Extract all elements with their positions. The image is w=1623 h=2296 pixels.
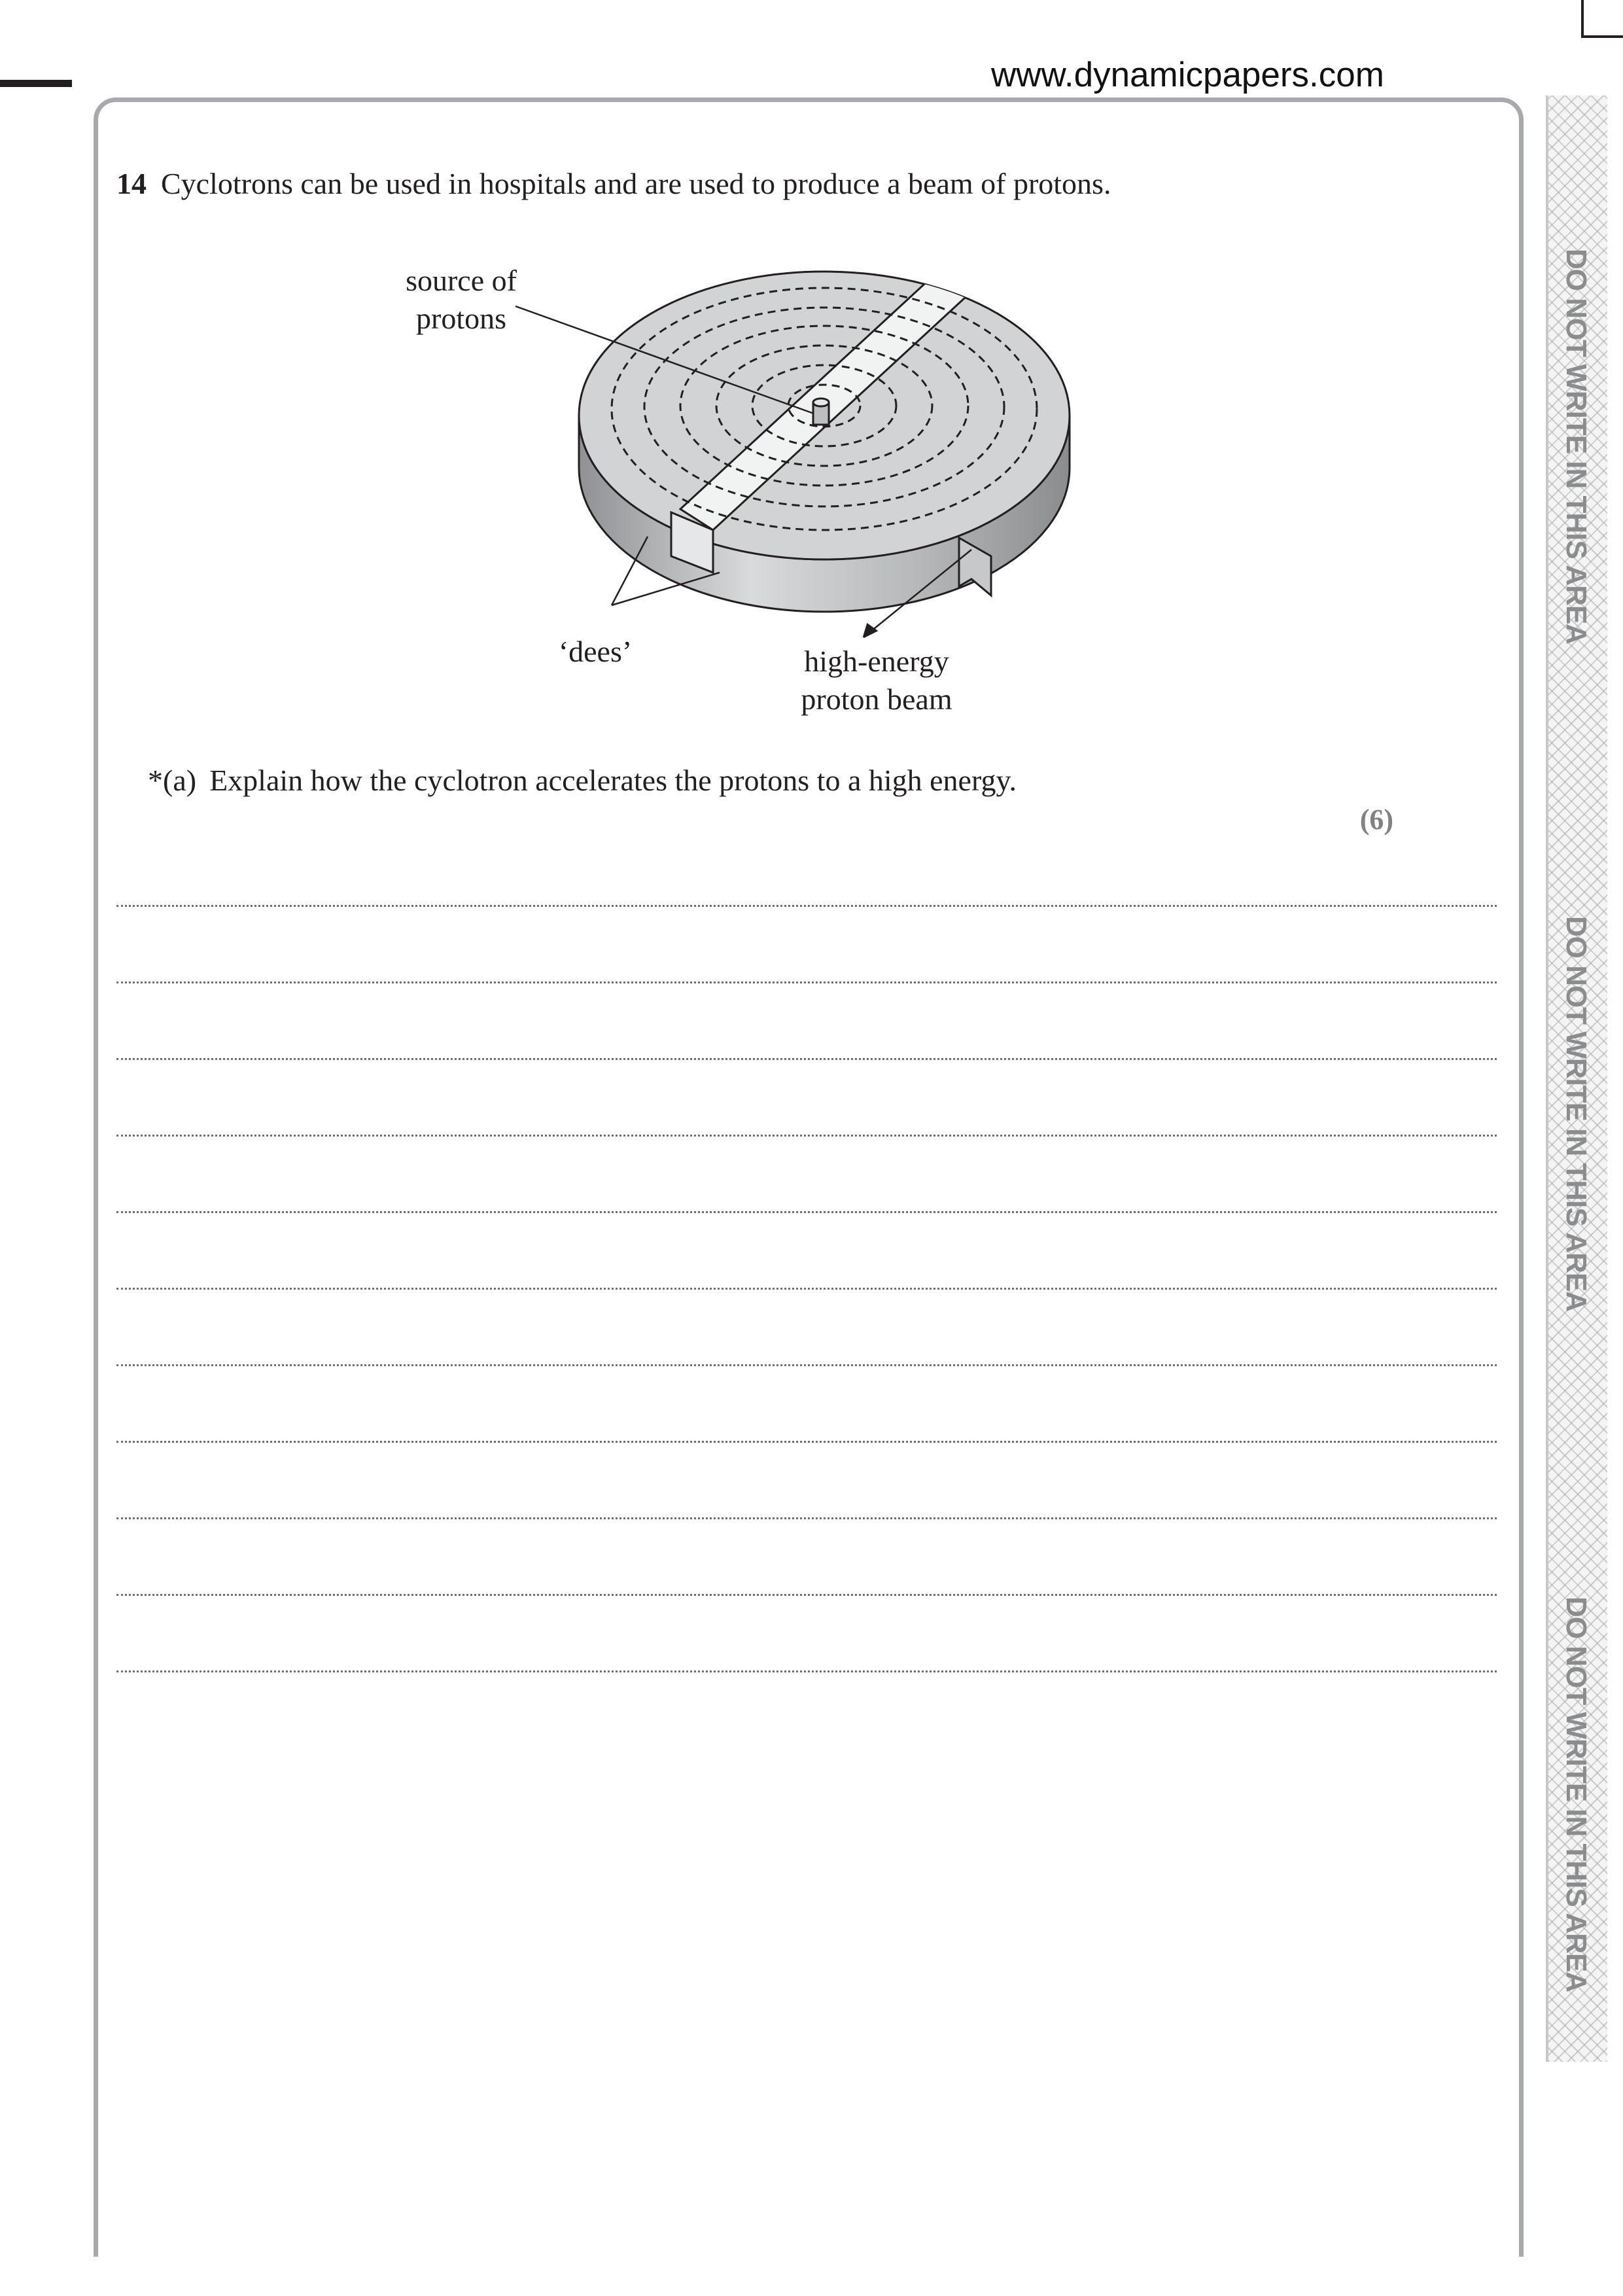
answer-line[interactable]	[116, 1364, 1497, 1366]
site-url: www.dynamicpapers.com	[991, 56, 1384, 94]
proton-beam-label: high-energy proton beam	[778, 643, 975, 718]
answer-line[interactable]	[116, 1058, 1497, 1060]
registration-mark-left	[0, 80, 72, 87]
cyclotron-diagram: source of protons ‘dees’ high-energy pro…	[366, 242, 1151, 739]
answer-line[interactable]	[116, 905, 1497, 907]
beam-label-line2: proton beam	[801, 682, 952, 716]
question-text: Cyclotrons can be used in hospitals and …	[161, 167, 1111, 200]
dees-label: ‘dees’	[558, 635, 633, 668]
cyclotron-drawing	[515, 270, 1071, 639]
answer-line[interactable]	[116, 1211, 1497, 1213]
question-stem: 14 Cyclotrons can be used in hospitals an…	[116, 162, 1111, 205]
margin-warning-3: DO NOT WRITE IN THIS AREA	[1560, 1597, 1592, 1992]
margin-warning-1: DO NOT WRITE IN THIS AREA	[1560, 249, 1592, 645]
question-number: 14	[116, 167, 147, 200]
answer-line[interactable]	[116, 1441, 1497, 1443]
answer-line[interactable]	[116, 1594, 1497, 1596]
answer-line[interactable]	[116, 1135, 1497, 1137]
answer-line[interactable]	[116, 1517, 1497, 1519]
proton-spiral-path	[610, 287, 1038, 531]
answer-line[interactable]	[116, 1288, 1497, 1290]
answer-frame	[94, 97, 1524, 2257]
proton-source	[812, 397, 830, 426]
label-leader-lines	[515, 305, 972, 639]
registration-mark-right-top	[1581, 35, 1623, 38]
part-a-tag: *(a)	[148, 764, 197, 797]
source-label-line1: source of	[406, 264, 517, 297]
do-not-write-margin	[1546, 96, 1607, 2062]
marks-allocation: (6)	[1359, 804, 1393, 836]
answer-line[interactable]	[116, 981, 1497, 983]
registration-mark-right	[1581, 0, 1584, 38]
part-a-prompt: *(a) Explain how the cyclotron accelerate…	[148, 759, 1017, 802]
margin-warning-2: DO NOT WRITE IN THIS AREA	[1560, 916, 1592, 1312]
part-a-text: Explain how the cyclotron accelerates th…	[209, 764, 1017, 797]
source-of-protons-label: source of protons	[379, 262, 543, 338]
source-label-line2: protons	[416, 302, 506, 335]
answer-line[interactable]	[116, 1670, 1497, 1672]
beam-label-line1: high-energy	[804, 645, 949, 678]
gap-front-wall	[670, 510, 714, 574]
